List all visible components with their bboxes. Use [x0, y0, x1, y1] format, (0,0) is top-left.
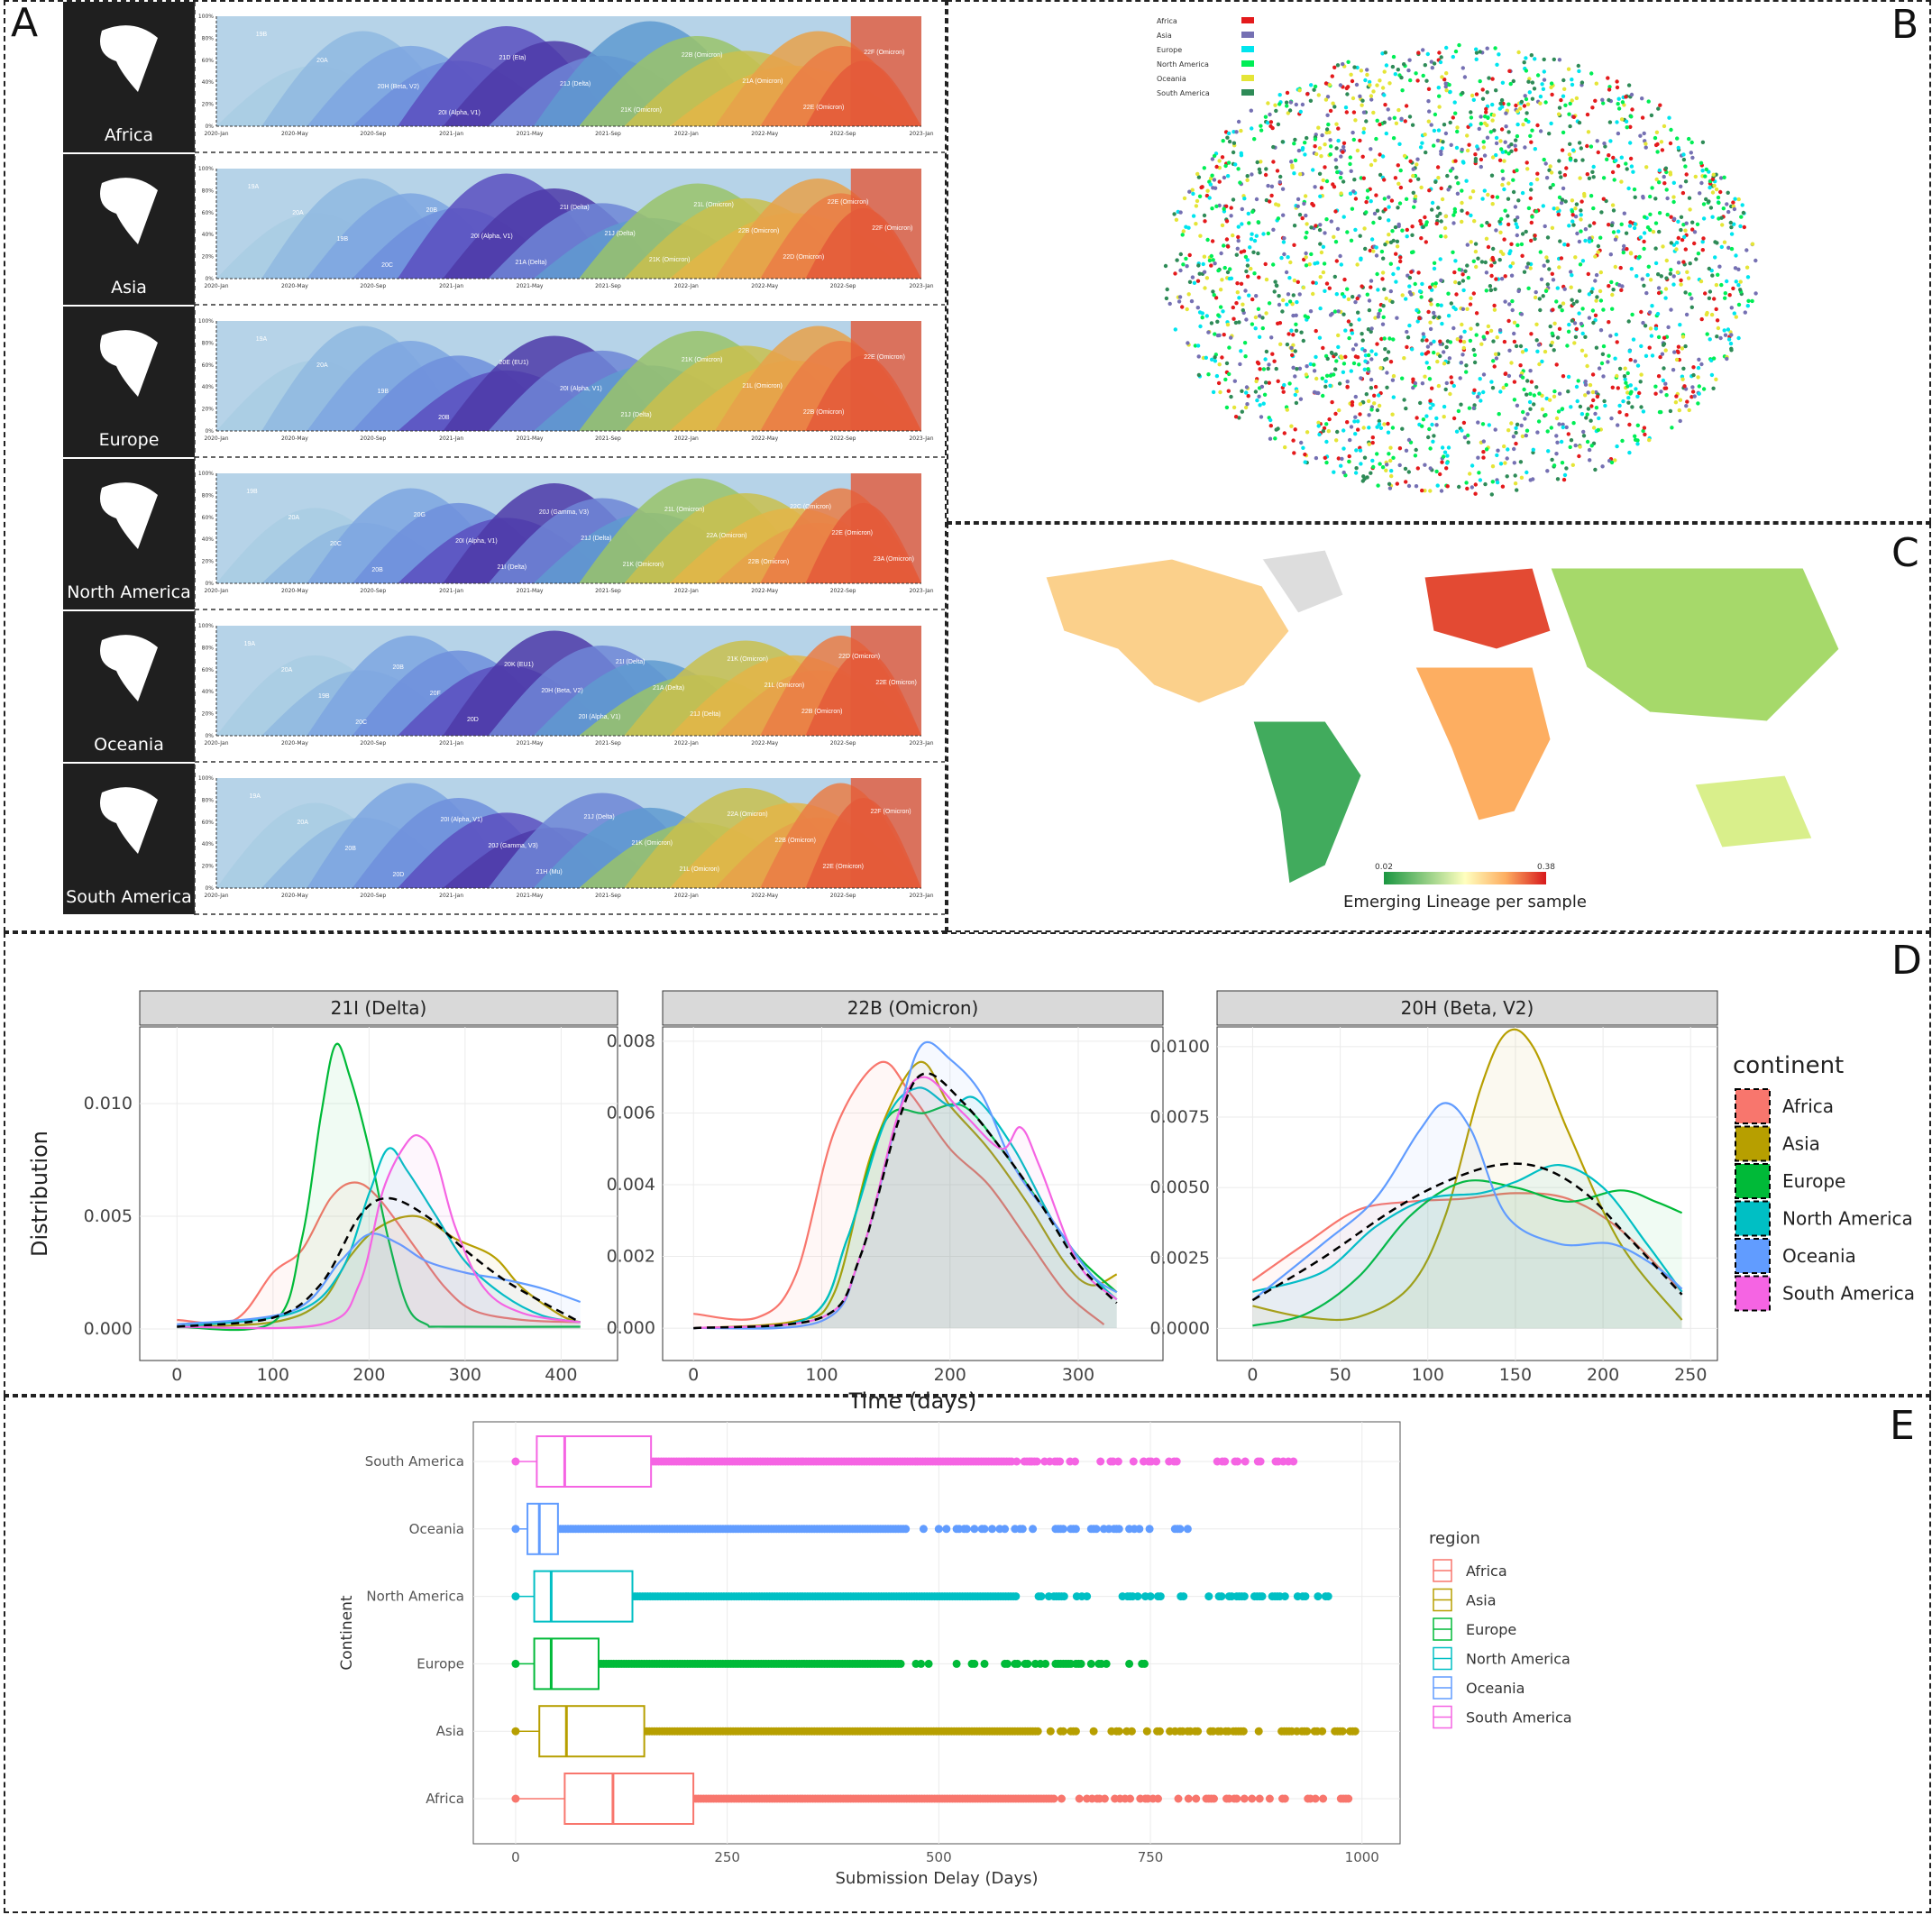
panel-a-letter: A [11, 0, 39, 46]
panel-e [4, 1396, 1931, 1913]
panel-b [947, 0, 1931, 523]
panel-c-letter: C [1891, 530, 1919, 576]
panel-a [4, 0, 947, 932]
panel-d-letter: D [1891, 938, 1922, 984]
panel-e-letter: E [1890, 1403, 1915, 1449]
panel-d [4, 932, 1931, 1396]
panel-b-letter: B [1891, 2, 1919, 48]
panel-c [947, 523, 1931, 932]
